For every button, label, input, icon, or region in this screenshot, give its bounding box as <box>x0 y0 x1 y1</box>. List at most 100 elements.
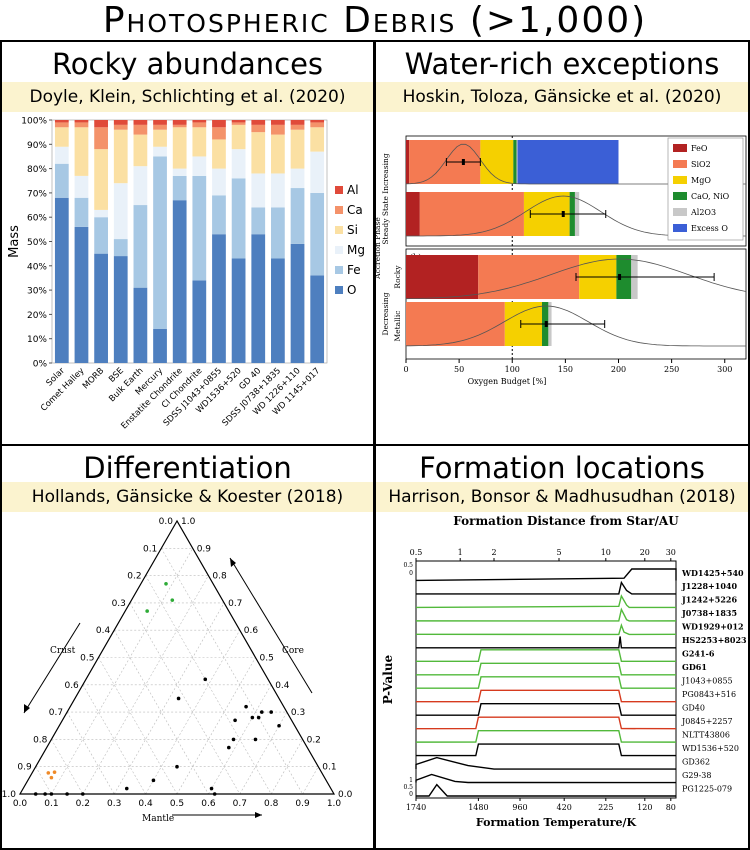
panel-citation: Hoskin, Toloza, Gänsicke et al. (2020) <box>376 82 748 112</box>
data-point <box>227 745 231 750</box>
series-label: J0845+2257 <box>681 717 733 726</box>
legend-swatch <box>335 246 343 254</box>
data-point <box>277 723 281 728</box>
marker <box>544 321 548 327</box>
arrow-head <box>230 558 236 567</box>
bar-segment-si <box>172 127 187 169</box>
series-label: J0738+1835 <box>681 608 737 618</box>
bar-segment-al <box>133 120 148 125</box>
panel-citation: Doyle, Klein, Schlichting et al. (2020) <box>2 82 373 112</box>
bar-segment-mg <box>192 156 207 176</box>
legend-swatch <box>673 176 687 184</box>
left-tick-label: 0 <box>409 791 413 798</box>
bar-segment-mg <box>133 166 148 206</box>
bar-segment-fe <box>54 163 69 198</box>
panel-title: Rocky abundances <box>51 47 324 81</box>
bar-segment-o <box>113 256 128 363</box>
grid-line <box>35 766 52 795</box>
bar-segment-fe <box>212 195 226 235</box>
legend-label: Si <box>347 223 358 237</box>
bar-segment-al <box>94 120 108 128</box>
bar-segment-si <box>192 127 207 157</box>
data-point <box>269 710 274 714</box>
distribution-curve <box>406 305 746 347</box>
bar-segment-o <box>290 243 305 363</box>
row-label: Metallic <box>393 311 402 342</box>
left-tick-label: 1 <box>409 777 413 784</box>
left-tick-label: 0.5 <box>403 784 413 791</box>
data-point <box>259 710 264 714</box>
bar-segment-si <box>74 127 89 176</box>
bar-segment-ca <box>231 122 246 125</box>
bar-segment-al <box>74 120 89 123</box>
top-tick-label: 30 <box>666 548 676 557</box>
bar-segment-mg <box>113 183 128 240</box>
data-point <box>250 715 255 720</box>
bar-segment-ca <box>192 122 207 128</box>
tick-label-right: 0.8 <box>212 572 227 582</box>
x-tick-label: 0 <box>403 365 408 374</box>
series-line <box>415 703 677 716</box>
bar-segment-mg <box>212 168 226 196</box>
data-point <box>43 792 47 796</box>
grid-line <box>302 766 319 795</box>
series-line <box>415 649 677 663</box>
series-line <box>415 716 677 730</box>
legend-swatch <box>335 206 343 214</box>
y-tick-label: 60% <box>27 214 47 224</box>
bar-segment-fe <box>251 207 266 235</box>
bar-segment-al <box>54 120 69 123</box>
chart-title: Formation Distance from Star/AU <box>453 514 679 528</box>
y-tick-label: 100% <box>21 117 47 127</box>
bar-segment-si <box>153 129 167 147</box>
y-label-mid: Accretion Phase <box>376 217 382 280</box>
bottom-tick-label: 1740 <box>406 803 426 812</box>
y-tick-label: 40% <box>27 262 47 272</box>
top-tick-label: 10 <box>601 548 611 557</box>
bar-segment-ca <box>74 122 89 128</box>
series-label: HS2253+8023 <box>682 635 747 645</box>
bar-segment-mg <box>94 209 108 218</box>
tick-label-bottom: 0.8 <box>264 799 279 809</box>
y-axis-label: Mass <box>7 225 22 258</box>
bar-segment-si <box>251 132 266 174</box>
grid-line <box>161 548 303 795</box>
data-point <box>124 786 129 791</box>
bar-segment-fe <box>310 192 325 276</box>
bar-segment-o <box>231 258 246 363</box>
bar-segment-mg <box>231 149 246 179</box>
bar-segment-ca <box>310 122 325 128</box>
legend-label: FeO <box>691 144 708 153</box>
bar-segment-o <box>172 200 187 363</box>
data-point <box>81 792 85 796</box>
bar-segment-al <box>251 120 266 125</box>
bar-segment-fe <box>113 239 128 257</box>
legend-label: Al2O3 <box>690 208 716 217</box>
bar-segment-al <box>212 120 226 128</box>
grid-line <box>129 602 241 795</box>
tick-label-bottom: 1.0 <box>327 799 342 809</box>
top-tick-label: 20 <box>640 548 650 557</box>
legend-label: CaO, NiO <box>691 192 730 201</box>
series-label: GD40 <box>682 703 705 712</box>
bar-segment-al <box>172 120 187 125</box>
legend-box <box>667 137 744 241</box>
bar-segment-o <box>212 234 226 363</box>
grid-line <box>51 739 84 795</box>
bar-segment-ca <box>251 124 266 133</box>
x-axis-label: Oxygen Budget [%] <box>468 377 547 386</box>
series-label: WD1425+540 <box>681 568 744 578</box>
legend-label: Mg <box>347 243 365 257</box>
tick-label-bottom: 0.1 <box>44 799 58 809</box>
legend-swatch <box>673 224 687 232</box>
bar-segment-fe <box>271 207 285 259</box>
bar-segment <box>406 140 410 184</box>
series-line <box>415 662 677 676</box>
tick-label-left: 0.2 <box>127 572 141 582</box>
grid-line <box>176 657 256 795</box>
tick-label-bottom: 0.2 <box>76 799 90 809</box>
series-line <box>415 676 677 689</box>
y-tick-label: 90% <box>27 141 47 151</box>
series-label: J1043+0855 <box>681 677 733 686</box>
tick-label-left: 0.3 <box>112 599 126 609</box>
